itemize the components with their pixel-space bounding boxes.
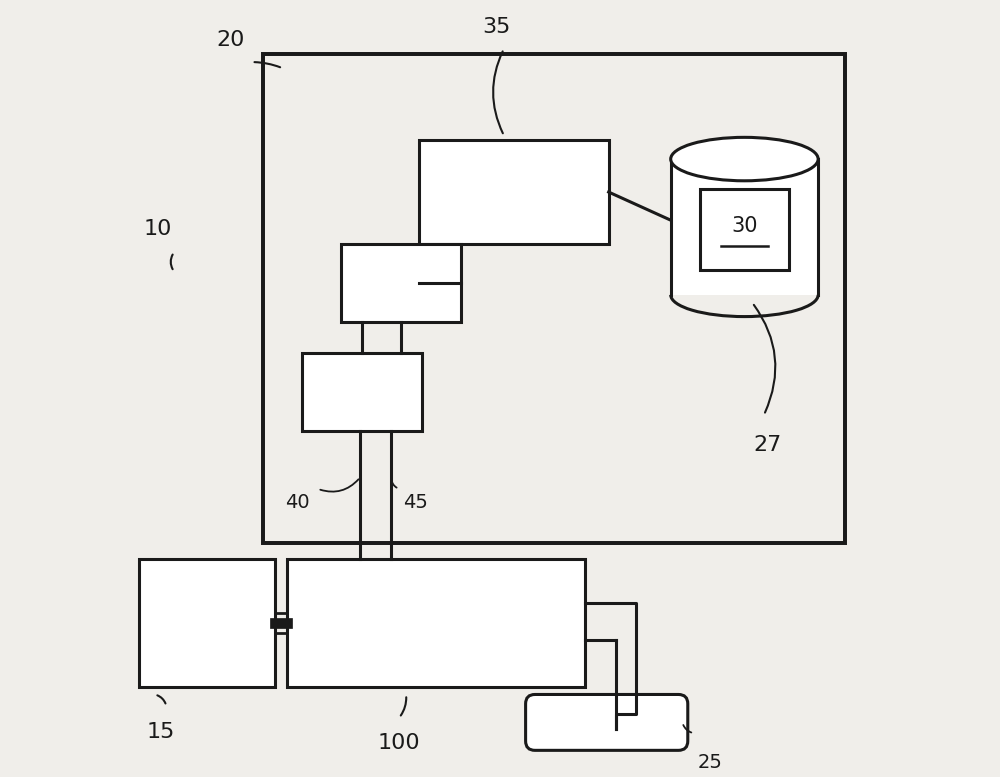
Bar — [671, 159, 818, 294]
Text: 45: 45 — [403, 493, 428, 512]
Text: 25: 25 — [698, 753, 723, 772]
Text: 40: 40 — [285, 493, 310, 512]
Bar — [263, 54, 845, 543]
Text: 27: 27 — [754, 434, 782, 455]
Ellipse shape — [671, 138, 818, 181]
Text: 35: 35 — [482, 17, 510, 37]
Bar — [139, 559, 275, 687]
Bar — [341, 245, 461, 322]
Bar — [287, 559, 585, 687]
Text: 20: 20 — [217, 30, 245, 51]
Bar — [700, 189, 789, 270]
Bar — [302, 353, 422, 430]
Text: 100: 100 — [378, 733, 420, 753]
Text: 15: 15 — [147, 722, 175, 741]
Text: 10: 10 — [143, 219, 171, 239]
Text: 30: 30 — [731, 215, 758, 235]
FancyBboxPatch shape — [526, 695, 688, 751]
Bar — [419, 140, 609, 245]
